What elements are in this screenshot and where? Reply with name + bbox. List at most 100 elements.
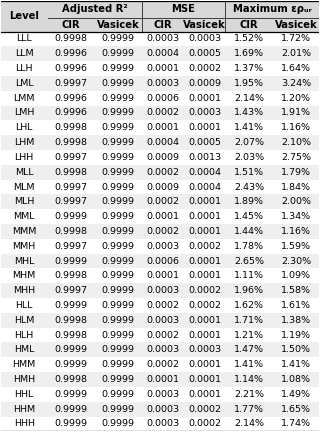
Text: 0.9999: 0.9999 [102,197,135,206]
Text: MML: MML [14,212,35,221]
Text: Maximum ερᵤᵣ: Maximum ερᵤᵣ [233,4,312,14]
Text: 0.9999: 0.9999 [102,79,135,88]
Text: 0.9999: 0.9999 [55,419,88,429]
Text: MHM: MHM [13,271,36,280]
Text: 2.14%: 2.14% [234,419,264,429]
Text: 0.9998: 0.9998 [55,271,88,280]
Text: 0.0001: 0.0001 [188,257,221,266]
Text: 0.9999: 0.9999 [102,49,135,58]
Text: 1.37%: 1.37% [234,64,264,73]
Text: 1.89%: 1.89% [234,197,264,206]
Text: CIR: CIR [240,19,258,29]
Bar [1,165,319,180]
Text: 1.78%: 1.78% [234,242,264,251]
Bar [1,402,319,416]
Text: 0.0002: 0.0002 [188,405,221,413]
Text: 0.9999: 0.9999 [102,345,135,354]
Text: 2.14%: 2.14% [234,94,264,103]
Text: 0.9997: 0.9997 [55,79,88,88]
Text: 0.9999: 0.9999 [102,182,135,191]
Text: 2.65%: 2.65% [234,257,264,266]
Text: HML: HML [14,345,34,354]
Text: 0.0003: 0.0003 [146,345,179,354]
Text: 0.9999: 0.9999 [102,390,135,399]
Bar [1,209,319,224]
Text: 2.43%: 2.43% [234,182,264,191]
Text: LMH: LMH [14,108,34,118]
Bar [1,416,319,431]
Text: 0.9997: 0.9997 [55,242,88,251]
Text: MHL: MHL [14,257,34,266]
Text: MHH: MHH [13,286,35,295]
Bar [1,343,319,357]
Text: 0.0003: 0.0003 [146,242,179,251]
Text: 1.74%: 1.74% [281,419,311,429]
Text: 1.41%: 1.41% [234,360,264,369]
Text: 0.9999: 0.9999 [102,94,135,103]
Text: 0.9998: 0.9998 [55,227,88,236]
Text: 0.9999: 0.9999 [102,64,135,73]
Text: 0.9999: 0.9999 [102,375,135,384]
Text: 1.34%: 1.34% [281,212,311,221]
Text: 3.24%: 3.24% [281,79,311,88]
Text: LML: LML [15,79,34,88]
Text: MMH: MMH [13,242,36,251]
Text: 0.9999: 0.9999 [102,271,135,280]
Text: 1.69%: 1.69% [234,49,264,58]
Text: 2.00%: 2.00% [281,197,311,206]
Text: 1.61%: 1.61% [281,301,311,310]
Text: 0.9999: 0.9999 [55,345,88,354]
Text: LLM: LLM [15,49,34,58]
Text: 0.0003: 0.0003 [146,405,179,413]
Text: 1.43%: 1.43% [234,108,264,118]
Text: 1.44%: 1.44% [234,227,264,236]
Text: 1.79%: 1.79% [281,168,311,177]
Text: MMM: MMM [12,227,36,236]
Text: 0.0004: 0.0004 [188,168,221,177]
Text: 1.14%: 1.14% [234,375,264,384]
Text: 0.9997: 0.9997 [55,182,88,191]
Bar [1,313,319,327]
Text: Adjusted R²: Adjusted R² [62,4,128,14]
Text: 0.9998: 0.9998 [55,375,88,384]
Text: 0.0002: 0.0002 [146,360,179,369]
Bar [1,76,319,91]
Text: 1.72%: 1.72% [281,35,311,44]
Text: HMH: HMH [13,375,35,384]
Bar [1,268,319,283]
Text: 1.41%: 1.41% [234,123,264,132]
Text: 2.30%: 2.30% [281,257,311,266]
Text: 1.50%: 1.50% [281,345,311,354]
Text: 0.9998: 0.9998 [55,35,88,44]
Text: 0.0002: 0.0002 [188,419,221,429]
Text: 0.9997: 0.9997 [55,286,88,295]
Text: 0.0001: 0.0001 [188,375,221,384]
Text: 1.08%: 1.08% [281,375,311,384]
Text: 0.9999: 0.9999 [102,316,135,325]
Text: 0.9999: 0.9999 [55,360,88,369]
Text: 0.0006: 0.0006 [146,257,179,266]
Text: 0.0013: 0.0013 [188,153,221,162]
Text: 0.9996: 0.9996 [55,108,88,118]
Bar [1,357,319,372]
Text: 0.9999: 0.9999 [55,390,88,399]
Text: 0.0003: 0.0003 [146,316,179,325]
Text: 1.16%: 1.16% [281,123,311,132]
Text: 0.0003: 0.0003 [188,345,221,354]
Text: HHH: HHH [14,419,35,429]
Text: 0.9999: 0.9999 [102,301,135,310]
Text: 0.0009: 0.0009 [146,182,179,191]
Text: 1.19%: 1.19% [281,330,311,340]
Bar [1,224,319,239]
Text: LHH: LHH [15,153,34,162]
Text: 0.0001: 0.0001 [188,271,221,280]
Text: HLL: HLL [16,301,33,310]
Text: 2.21%: 2.21% [234,390,264,399]
Text: 0.0001: 0.0001 [146,375,179,384]
Text: 0.0003: 0.0003 [146,35,179,44]
Bar [1,372,319,387]
Text: 0.9999: 0.9999 [102,419,135,429]
Text: 0.0002: 0.0002 [188,286,221,295]
Text: 0.9998: 0.9998 [55,138,88,147]
Text: 0.0002: 0.0002 [188,64,221,73]
